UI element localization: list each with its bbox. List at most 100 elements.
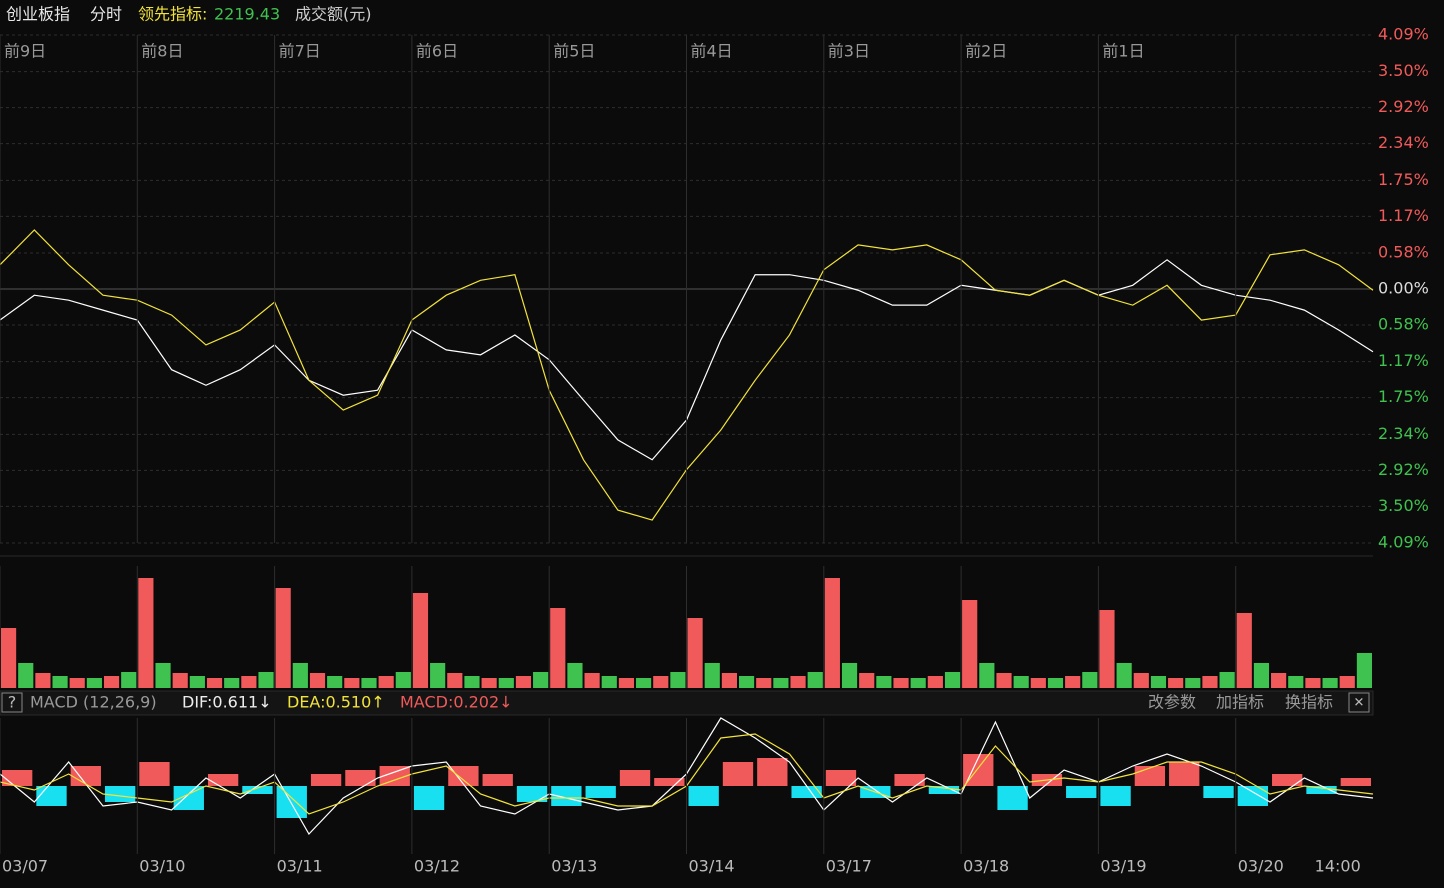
help-button[interactable]	[1, 692, 23, 713]
macd-bar	[997, 786, 1028, 810]
volume-bar	[841, 663, 858, 688]
volume-bar	[1, 628, 17, 688]
toolbar-button[interactable]: 改参数	[1148, 693, 1196, 712]
volume-bar	[962, 600, 978, 688]
volume-bar	[18, 663, 34, 688]
day-label: 前6日	[416, 42, 458, 61]
volume-bar	[412, 593, 429, 688]
volume-bar	[876, 676, 892, 688]
macd-bar	[70, 766, 101, 786]
volume-bar	[979, 663, 995, 688]
volume-bar	[1271, 673, 1287, 688]
macd-bar	[1066, 786, 1097, 798]
y-tick-label: 2.92%	[1378, 97, 1429, 116]
macd-bar	[688, 786, 719, 806]
y-tick-label: 1.17%	[1378, 206, 1429, 225]
x-tick-label: 03/19	[1100, 857, 1146, 876]
volume-bar	[567, 663, 583, 688]
turnover-label: 成交额(元)	[295, 5, 372, 24]
volume-bar	[1047, 678, 1064, 688]
macd-bar	[1237, 786, 1269, 806]
x-tick-label: 03/20	[1238, 857, 1284, 876]
x-tick-label: 03/10	[139, 857, 185, 876]
macd-bar	[722, 762, 754, 786]
volume-bar	[309, 673, 326, 688]
close-icon[interactable]: ✕	[1354, 696, 1365, 711]
volume-bar	[1065, 676, 1081, 688]
x-tick-label: 03/07	[2, 857, 48, 876]
volume-bar	[172, 673, 188, 688]
day-label: 前3日	[828, 42, 870, 61]
indicator-label: 领先指标:	[138, 5, 207, 24]
volume-bar	[687, 618, 703, 688]
volume-bar	[618, 678, 635, 688]
y-tick-label: 2.34%	[1378, 424, 1429, 443]
volume-bar	[481, 678, 497, 688]
macd-bar	[619, 770, 651, 786]
volume-bar	[86, 678, 102, 688]
volume-bar	[1288, 676, 1304, 688]
x-tick-label: 03/12	[414, 857, 460, 876]
macd-bar	[1203, 786, 1234, 798]
volume-bar	[893, 678, 909, 688]
volume-bar	[189, 676, 205, 688]
x-tick-label: 03/11	[277, 857, 323, 876]
volume-bar	[1253, 663, 1270, 688]
macd-bar	[310, 774, 342, 786]
macd-bar	[1134, 766, 1166, 786]
macd-bar	[516, 786, 548, 802]
x-tick-label: 03/13	[551, 857, 597, 876]
volume-bar	[790, 676, 806, 688]
volume-bar	[1030, 678, 1046, 688]
x-tick-label: 03/18	[963, 857, 1009, 876]
day-label: 前7日	[279, 42, 321, 61]
macd-label: MACD:0.202↓	[400, 693, 513, 712]
macd-bar	[413, 786, 445, 810]
close-button[interactable]	[1348, 692, 1370, 713]
volume-bar	[138, 578, 154, 688]
volume-bar	[35, 673, 51, 688]
volume-bar	[824, 578, 840, 688]
macd-bar	[791, 786, 822, 798]
volume-bar	[1339, 676, 1355, 688]
macd-toolbar	[0, 690, 1374, 716]
y-tick-label: 0.00%	[1378, 279, 1429, 298]
volume-bar	[464, 676, 480, 688]
volume-bar	[52, 676, 68, 688]
volume-bar	[121, 672, 137, 688]
macd-bar	[928, 786, 960, 794]
volume-bar	[155, 663, 171, 688]
toolbar-button[interactable]: 换指标	[1285, 693, 1333, 712]
volume-bar	[103, 676, 120, 688]
volume-bar	[1133, 673, 1149, 688]
volume-bar	[738, 676, 755, 688]
macd-bar	[1169, 762, 1200, 786]
volume-bar	[258, 672, 274, 688]
volume-bar	[275, 588, 291, 688]
volume-bar	[1013, 676, 1029, 688]
volume-bar	[515, 676, 532, 688]
macd-bar	[894, 774, 925, 786]
macd-bar	[825, 770, 857, 786]
volume-bar	[1219, 672, 1235, 688]
x-tick-label: 03/17	[826, 857, 872, 876]
volume-bar	[550, 608, 566, 688]
volume-bar	[1082, 672, 1098, 688]
macd-bar	[242, 786, 273, 794]
mode[interactable]: 分时	[90, 5, 122, 24]
day-label: 前8日	[141, 42, 183, 61]
volume-bar	[859, 673, 875, 688]
toolbar-button[interactable]: 加指标	[1216, 693, 1264, 712]
volume-bar	[944, 672, 961, 688]
macd-bar	[585, 786, 616, 798]
macd-bar	[36, 786, 67, 806]
indicator-value: 2219.43	[214, 5, 280, 24]
help-icon[interactable]: ?	[8, 693, 17, 712]
volume-bar	[1236, 613, 1252, 688]
volume-bar	[430, 663, 446, 688]
volume-bar	[1356, 653, 1372, 688]
y-tick-label: 1.75%	[1378, 387, 1429, 406]
volume-bar	[756, 678, 772, 688]
